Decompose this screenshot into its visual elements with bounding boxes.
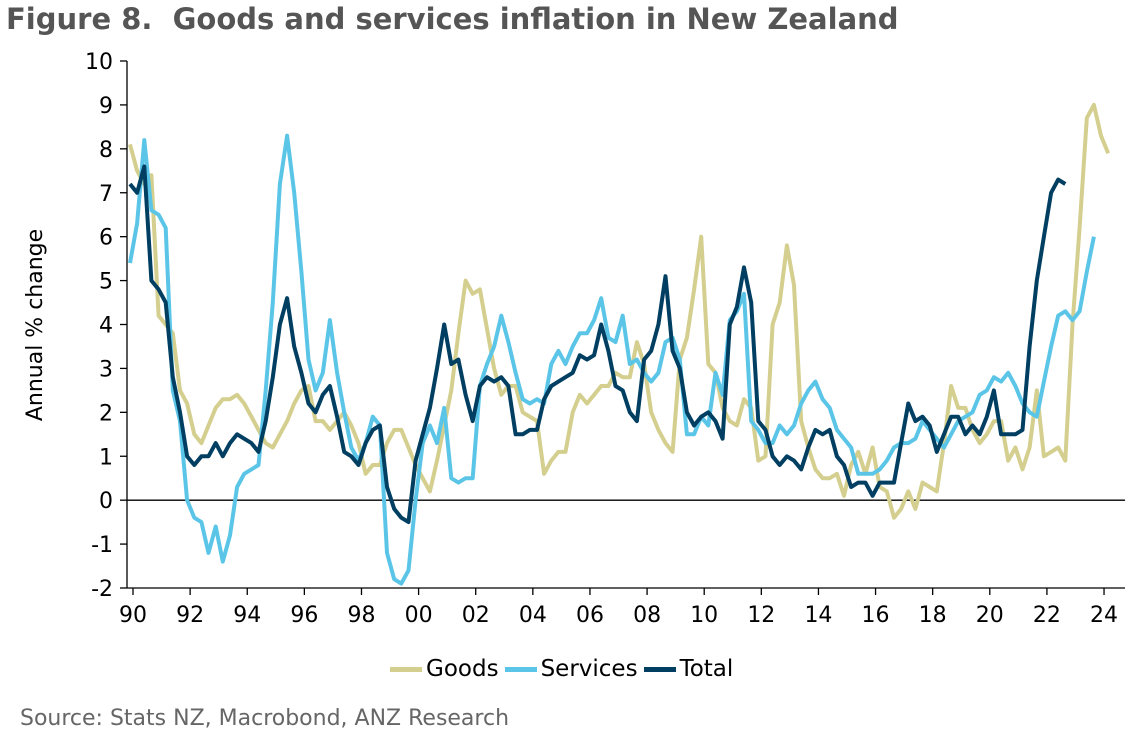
x-tick-label: 94	[233, 603, 261, 628]
source-note: Source: Stats NZ, Macrobond, ANZ Researc…	[20, 706, 510, 731]
x-tick-label: 96	[290, 603, 318, 628]
y-tick-label: -2	[91, 577, 113, 602]
legend: Goods Services Total	[390, 656, 739, 682]
x-tick-label: 14	[804, 603, 832, 628]
legend-label-goods: Goods	[426, 656, 499, 682]
legend-label-total: Total	[679, 656, 734, 682]
y-tick-label: 1	[99, 445, 113, 470]
x-tick-label: 98	[347, 603, 375, 628]
series-line-total	[128, 164, 1067, 525]
y-axis-label: Annual % change	[23, 229, 48, 421]
legend-item-goods: Goods	[390, 656, 499, 682]
y-tick-label: 5	[99, 270, 113, 295]
chart-title: Figure 8. Goods and services inflation i…	[6, 2, 899, 36]
y-tick-label: 2	[99, 401, 113, 426]
legend-swatch-services	[504, 666, 537, 672]
y-tick-label: 7	[99, 182, 113, 207]
legend-label-services: Services	[540, 656, 638, 682]
x-tick-label: 20	[976, 603, 1004, 628]
x-tick-label: 92	[176, 603, 204, 628]
legend-swatch-total	[643, 666, 676, 672]
y-tick-label: 4	[99, 314, 113, 339]
x-tick-label: 90	[119, 603, 147, 628]
x-tick-label: 22	[1033, 603, 1061, 628]
x-tick-label: 18	[919, 603, 947, 628]
y-tick-label: 10	[85, 50, 113, 75]
x-tick-label: 08	[633, 603, 661, 628]
legend-item-services: Services	[504, 656, 638, 682]
y-tick-label: 8	[99, 138, 113, 163]
axes	[120, 60, 1125, 595]
legend-swatch-goods	[390, 666, 422, 672]
x-tick-label: 12	[747, 603, 775, 628]
series-lines	[128, 102, 1111, 586]
y-tick-label: 6	[99, 226, 113, 251]
x-tick-label: 24	[1090, 603, 1118, 628]
x-tick-label: 16	[862, 603, 890, 628]
x-tick-label: 10	[690, 603, 718, 628]
y-tick-label: 9	[99, 94, 113, 119]
x-tick-label: 02	[462, 603, 490, 628]
series-line-goods	[128, 102, 1111, 520]
legend-item-total: Total	[643, 656, 734, 682]
x-tick-label: 00	[405, 603, 433, 628]
x-tick-label: 06	[576, 603, 604, 628]
x-tick-label: 04	[519, 603, 547, 628]
y-tick-label: 3	[99, 357, 113, 382]
y-tick-label: -1	[91, 533, 113, 558]
y-tick-label: 0	[99, 489, 113, 514]
